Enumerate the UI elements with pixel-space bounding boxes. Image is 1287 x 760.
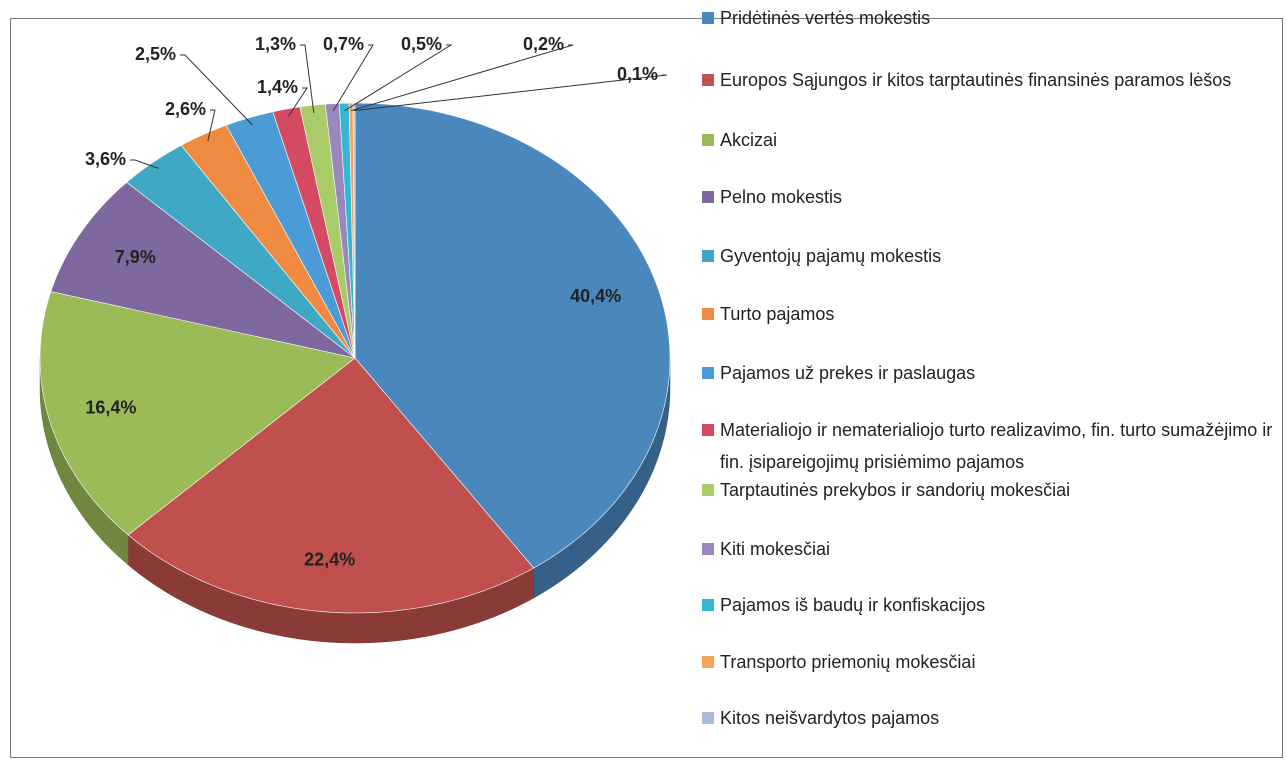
- slice: [126, 144, 356, 359]
- legend-item: Gyventojų pajamų mokestis: [700, 240, 1280, 272]
- legend-item: Materialiojo ir nematerialiojo turto rea…: [700, 414, 1280, 478]
- legend-swatch: [702, 543, 714, 555]
- legend-item: Pajamos už prekes ir paslaugas: [700, 357, 1280, 389]
- legend-label: Pajamos už prekes ir paslaugas: [720, 363, 976, 383]
- leader-line: [332, 44, 374, 112]
- leader-line: [351, 44, 574, 112]
- legend-label: Transporto priemonių mokesčiai: [720, 652, 976, 672]
- leader-line: [180, 54, 253, 126]
- legend-label: Turto pajamos: [720, 304, 835, 324]
- legend-swatch: [702, 191, 714, 203]
- legend-swatch: [702, 712, 714, 724]
- data-label: 1,3%: [255, 34, 296, 54]
- data-label: 16,4%: [85, 397, 136, 417]
- slice: [127, 357, 535, 614]
- data-label: 7,9%: [115, 247, 156, 267]
- legend-swatch: [702, 134, 714, 146]
- leader-line: [344, 44, 453, 112]
- legend-label: Pridėtinės vertės mokestis: [720, 8, 931, 28]
- legend-item: Pajamos iš baudų ir konfiskacijos: [700, 589, 1280, 621]
- legend-label: Kiti mokesčiai: [720, 539, 831, 559]
- legend-item: Pridėtinės vertės mokestis: [700, 2, 1280, 34]
- legend-item: Transporto priemonių mokesčiai: [700, 646, 1280, 678]
- legend-swatch: [702, 424, 714, 436]
- legend-label: Kitos neišvardytos pajamos: [720, 708, 940, 728]
- legend-swatch: [702, 656, 714, 668]
- legend-label: Akcizai: [720, 130, 778, 150]
- leader-line: [300, 44, 315, 113]
- data-label: 1,4%: [257, 77, 298, 97]
- leader-line: [130, 159, 159, 169]
- data-label: 0,5%: [401, 34, 442, 54]
- data-label: 40,4%: [570, 286, 621, 306]
- slice: [272, 106, 356, 359]
- legend-label: Materialiojo ir nematerialiojo turto rea…: [720, 420, 1273, 472]
- legend-label: Tarptautinės prekybos ir sandorių mokesč…: [720, 480, 1071, 500]
- legend-swatch: [702, 367, 714, 379]
- slice: [352, 102, 356, 359]
- legend-item: Turto pajamos: [700, 298, 1280, 330]
- chart-frame: [10, 18, 1283, 758]
- data-label: 0,2%: [523, 34, 564, 54]
- legend-label: Gyventojų pajamų mokestis: [720, 246, 942, 266]
- leader-line: [353, 74, 668, 112]
- slice: [354, 102, 671, 569]
- legend-item: Europos Sąjungos ir kitos tarptautinės f…: [700, 64, 1280, 96]
- data-label: 2,5%: [135, 44, 176, 64]
- data-label: 0,1%: [617, 64, 658, 84]
- legend-swatch: [702, 74, 714, 86]
- legend-item: Kiti mokesčiai: [700, 533, 1280, 565]
- data-label: 22,4%: [304, 550, 355, 570]
- data-label: 3,6%: [85, 149, 126, 169]
- legend-item: Tarptautinės prekybos ir sandorių mokesč…: [700, 474, 1280, 506]
- legend-item: Akcizai: [700, 124, 1280, 156]
- slice: [39, 291, 356, 536]
- legend-label: Europos Sąjungos ir kitos tarptautinės f…: [720, 70, 1232, 90]
- slice: [180, 124, 356, 359]
- slice: [50, 181, 356, 359]
- legend-swatch: [702, 308, 714, 320]
- legend-swatch: [702, 484, 714, 496]
- data-label: 2,6%: [165, 99, 206, 119]
- leader-line: [287, 87, 308, 117]
- legend-swatch: [702, 250, 714, 262]
- legend-item: Pelno mokestis: [700, 181, 1280, 213]
- slice: [225, 111, 356, 359]
- legend-swatch: [702, 599, 714, 611]
- data-label: 0,7%: [323, 34, 364, 54]
- legend-label: Pelno mokestis: [720, 187, 843, 207]
- legend-item: Kitos neišvardytos pajamos: [700, 702, 1280, 734]
- legend-label: Pajamos iš baudų ir konfiskacijos: [720, 595, 986, 615]
- leader-line: [207, 109, 216, 142]
- legend-swatch: [702, 12, 714, 24]
